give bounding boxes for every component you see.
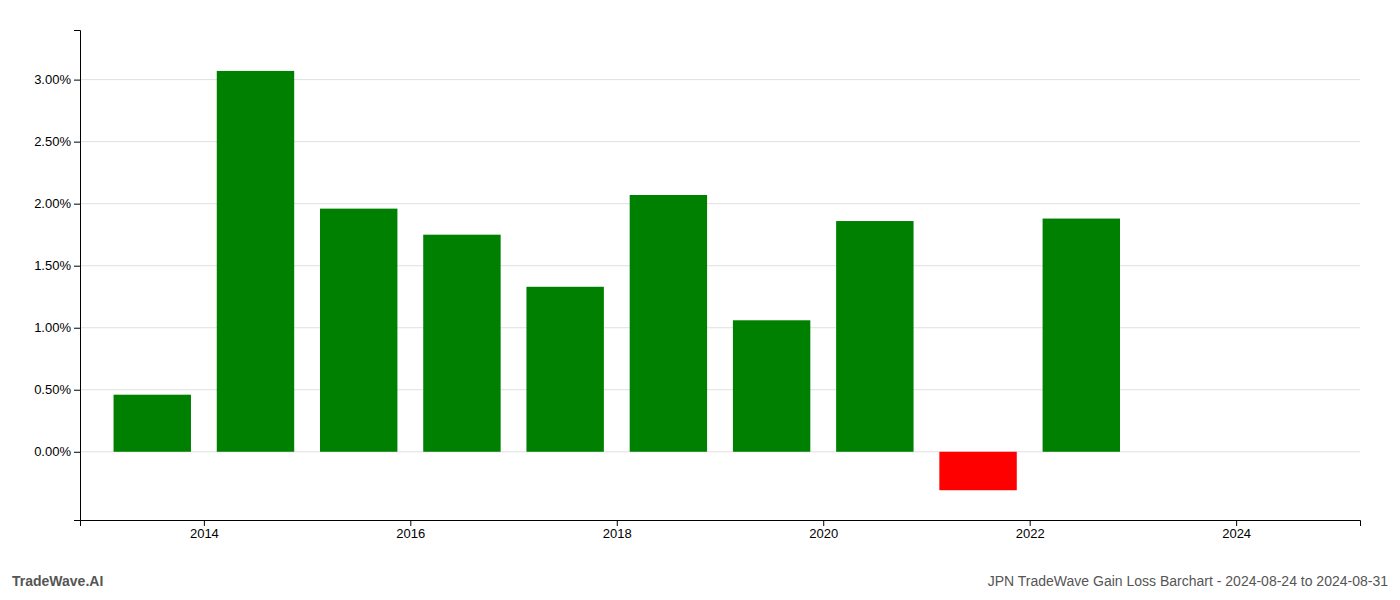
y-tick-label: 0.50% bbox=[34, 382, 71, 397]
bar bbox=[836, 221, 913, 452]
x-tick-label: 2016 bbox=[396, 526, 425, 541]
bar bbox=[114, 395, 191, 452]
x-tick-label: 2022 bbox=[1016, 526, 1045, 541]
y-tick-mark bbox=[74, 452, 80, 453]
y-tick-label: 1.50% bbox=[34, 258, 71, 273]
y-tick-label: 3.00% bbox=[34, 72, 71, 87]
y-tick: 3.00% bbox=[34, 72, 80, 87]
x-axis-line bbox=[81, 521, 1361, 527]
y-axis: 0.00% 0.50% 1.00% 1.50% 2.00% 2.50% 3.00% bbox=[34, 31, 80, 521]
bar bbox=[423, 235, 500, 452]
y-tick: 2.00% bbox=[34, 196, 80, 211]
bar bbox=[217, 71, 294, 452]
y-tick-mark bbox=[74, 142, 80, 143]
y-tick: 1.50% bbox=[34, 258, 80, 273]
chart: 0.00%0.50%1.00%1.50%2.00%2.50%3.00%20142… bbox=[0, 0, 1400, 600]
x-tick-mark bbox=[410, 520, 411, 526]
x-tick: 2016 bbox=[396, 520, 425, 541]
y-tick-label: 2.00% bbox=[34, 196, 71, 211]
x-tick: 2024 bbox=[1222, 520, 1251, 541]
x-tick-mark bbox=[823, 520, 824, 526]
x-tick-mark bbox=[1236, 520, 1237, 526]
y-tick: 2.50% bbox=[34, 134, 80, 149]
x-tick: 2014 bbox=[190, 520, 219, 541]
y-tick-mark bbox=[74, 390, 80, 391]
x-tick-label: 2018 bbox=[603, 526, 632, 541]
x-tick: 2022 bbox=[1016, 520, 1045, 541]
x-tick: 2018 bbox=[603, 520, 632, 541]
bar bbox=[733, 320, 810, 451]
x-tick-mark bbox=[617, 520, 618, 526]
y-tick-mark bbox=[74, 328, 80, 329]
x-tick-mark bbox=[1030, 520, 1031, 526]
y-tick-label: 1.00% bbox=[34, 320, 71, 335]
y-tick-mark bbox=[74, 266, 80, 267]
y-tick: 0.50% bbox=[34, 382, 80, 397]
x-tick-mark bbox=[204, 520, 205, 526]
y-tick-mark bbox=[74, 204, 80, 205]
bar bbox=[630, 195, 707, 452]
y-tick-mark bbox=[74, 80, 80, 81]
y-tick: 0.00% bbox=[34, 444, 80, 459]
x-tick-label: 2024 bbox=[1222, 526, 1251, 541]
bar bbox=[320, 209, 397, 452]
x-tick-label: 2014 bbox=[190, 526, 219, 541]
bars bbox=[114, 71, 1120, 490]
y-axis-line bbox=[74, 31, 81, 521]
bar bbox=[939, 452, 1016, 490]
y-tick-label: 0.00% bbox=[34, 444, 71, 459]
x-tick: 2020 bbox=[809, 520, 838, 541]
footer-right: JPN TradeWave Gain Loss Barchart - 2024-… bbox=[988, 573, 1388, 589]
x-axis: 2014 2016 2018 2020 2022 2024 bbox=[81, 520, 1361, 541]
footer-left: TradeWave.AI bbox=[12, 573, 103, 589]
bar bbox=[1043, 219, 1120, 452]
x-tick-label: 2020 bbox=[809, 526, 838, 541]
bar bbox=[526, 287, 603, 452]
y-tick: 1.00% bbox=[34, 320, 80, 335]
y-tick-label: 2.50% bbox=[34, 134, 71, 149]
